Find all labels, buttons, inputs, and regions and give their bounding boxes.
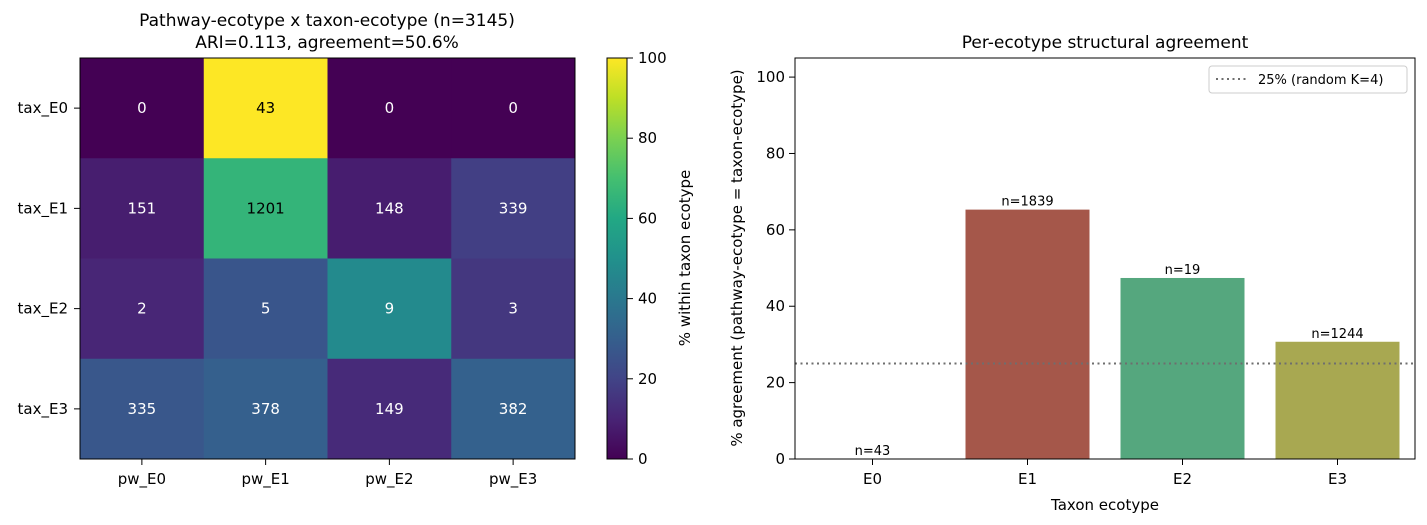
- bar-panel: Per-ecotype structural agreement 0 20 40 60…: [728, 33, 1416, 514]
- heatmap-cell: [451, 58, 576, 159]
- colorbar-tick-label: 40: [638, 290, 657, 308]
- bar-count-label: n=19: [1165, 263, 1201, 278]
- heatmap-cell: [80, 258, 205, 360]
- heatmap-cell: [203, 158, 328, 259]
- heatmap-cell: [80, 58, 205, 159]
- bar-x-tick-label: E1: [1018, 470, 1037, 488]
- heatmap-cells: 0 43 0 0 151 1201 148 339 2 5 9 3 335 378 149 382: [80, 58, 576, 460]
- heatmap-x-tick-label: pw_E1: [241, 470, 289, 489]
- heatmap-y-tick-label: tax_E0: [18, 99, 68, 118]
- heatmap-cell: [451, 358, 576, 460]
- heatmap-title-line2: ARI=0.113, agreement=50.6%: [195, 33, 459, 53]
- heatmap-y-axis: tax_E0 tax_E1 tax_E2 tax_E3: [18, 99, 80, 419]
- bar-y-tick-label: 0: [775, 450, 785, 468]
- heatmap-x-tick-label: pw_E2: [365, 470, 413, 489]
- heatmap-cell-value: 3: [508, 300, 518, 318]
- heatmap-cell: [327, 58, 452, 159]
- heatmap-cell: [203, 358, 328, 460]
- heatmap-frame: [79, 57, 576, 460]
- colorbar-label: % within taxon ecotype: [676, 170, 694, 346]
- bar-chart-title: Per-ecotype structural agreement: [962, 33, 1249, 53]
- heatmap-cell-value: 335: [128, 400, 157, 418]
- heatmap-cell: [327, 158, 452, 259]
- heatmap-x-axis: pw_E0 pw_E1 pw_E2 pw_E3: [118, 459, 537, 489]
- heatmap-cell: [203, 258, 328, 360]
- heatmap-cell-value: 148: [375, 199, 404, 217]
- bar-y-tick-label: 60: [766, 221, 785, 239]
- bar-plot-frame: [794, 57, 1416, 460]
- legend: 25% (random K=4): [1208, 65, 1408, 94]
- bar-E3: [1275, 341, 1400, 459]
- bar-x-axis: E0 E1 E2 E3: [863, 459, 1347, 488]
- bar-y-tick-label: 40: [766, 297, 785, 315]
- bar-x-tick-label: E2: [1173, 470, 1192, 488]
- heatmap-cell-value: 378: [251, 400, 280, 418]
- bar-count-label: n=1244: [1311, 327, 1363, 342]
- colorbar-tick-label: 60: [638, 209, 657, 227]
- heatmap-cell-value: 151: [128, 199, 157, 217]
- bar-E2: [1120, 277, 1245, 459]
- heatmap-cell-value: 43: [256, 99, 275, 117]
- bar-y-tick-label: 20: [766, 374, 785, 392]
- heatmap-cell: [327, 358, 452, 460]
- colorbar-tick-label: 20: [638, 370, 657, 388]
- heatmap-cell-value: 382: [499, 400, 528, 418]
- heatmap-cell-value: 0: [385, 99, 395, 117]
- heatmap-x-tick-label: pw_E3: [489, 470, 537, 489]
- colorbar-tick-label: 100: [638, 49, 667, 67]
- heatmap-cell: [327, 258, 452, 360]
- heatmap-title-line1: Pathway-ecotype x taxon-ecotype (n=3145): [139, 11, 515, 31]
- colorbar-gradient: [606, 57, 628, 460]
- bar-y-axis: 0 20 40 60 80 100: [756, 68, 795, 468]
- bar-x-axis-label: Taxon ecotype: [1050, 496, 1159, 514]
- bar-series: n=43 n=1839 n=19 n=1244: [855, 195, 1400, 459]
- legend-reference-label: 25% (random K=4): [1258, 73, 1383, 88]
- heatmap-cell: [80, 358, 205, 460]
- bar-count-label: n=1839: [1001, 195, 1053, 210]
- bar-x-tick-label: E0: [863, 470, 882, 488]
- colorbar-tick-label: 80: [638, 129, 657, 147]
- heatmap-cell: [451, 158, 576, 259]
- bar-x-tick-label: E3: [1328, 470, 1347, 488]
- heatmap-y-tick-label: tax_E1: [18, 199, 68, 218]
- heatmap-panel: Pathway-ecotype x taxon-ecotype (n=3145)…: [18, 11, 576, 489]
- heatmap-cell-value: 9: [385, 300, 395, 318]
- heatmap-cell: [80, 158, 205, 259]
- colorbar: 0 20 40 60 80 100 % within taxon ecotype: [606, 49, 694, 468]
- bar-y-axis-label: % agreement (pathway-ecotype = taxon-eco…: [728, 69, 746, 446]
- heatmap-cell-value: 339: [499, 199, 528, 217]
- heatmap-cell: [203, 58, 328, 159]
- heatmap-cell-value: 0: [508, 99, 518, 117]
- heatmap-cell-value: 5: [261, 300, 271, 318]
- heatmap-cell-value: 149: [375, 400, 404, 418]
- heatmap-cell-value: 2: [137, 300, 147, 318]
- bar-count-label: n=43: [855, 444, 891, 459]
- heatmap-cell-value: 1201: [247, 199, 285, 217]
- bar-y-tick-label: 80: [766, 144, 785, 162]
- legend-box: [1208, 65, 1408, 94]
- heatmap-cell: [451, 258, 576, 360]
- colorbar-tick-label: 0: [638, 450, 648, 468]
- colorbar-ticks: 0 20 40 60 80 100: [627, 49, 667, 468]
- bar-E1: [965, 209, 1090, 459]
- bar-y-tick-label: 100: [756, 68, 785, 86]
- heatmap-y-tick-label: tax_E3: [18, 400, 68, 419]
- heatmap-x-tick-label: pw_E0: [118, 470, 166, 489]
- heatmap-cell-value: 0: [137, 99, 147, 117]
- heatmap-y-tick-label: tax_E2: [18, 300, 68, 319]
